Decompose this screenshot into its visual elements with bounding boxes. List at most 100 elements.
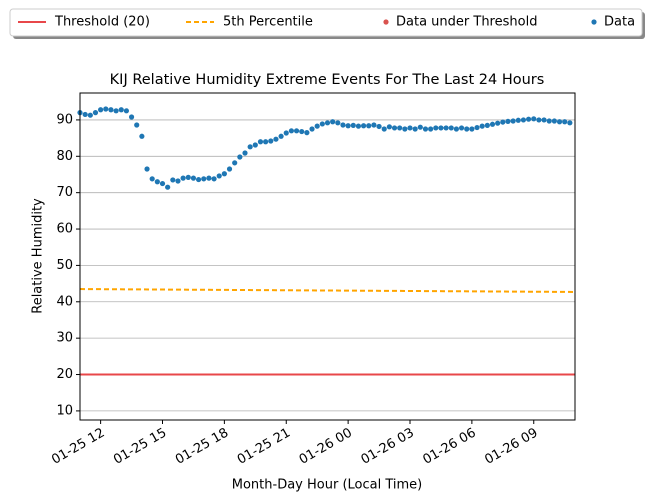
data-point	[263, 139, 269, 145]
data-point	[206, 175, 212, 181]
x-tick-label: 01-26 06	[421, 426, 479, 468]
data-point	[273, 136, 279, 142]
data-point	[232, 160, 238, 166]
data-point	[510, 118, 516, 124]
x-tick-label: 01-25 12	[49, 426, 107, 468]
data-point	[531, 116, 537, 122]
data-point	[386, 124, 392, 130]
y-tick-label: 50	[56, 258, 73, 273]
x-tick-label: 01-25 21	[235, 426, 293, 468]
data-point	[438, 125, 444, 131]
data-point	[474, 124, 480, 131]
data-point	[495, 120, 501, 126]
data-point	[515, 117, 521, 123]
legend-label: Data under Threshold	[396, 15, 537, 30]
data-point	[87, 112, 93, 118]
data-point	[128, 114, 135, 120]
data-point	[278, 133, 284, 139]
data-point	[92, 110, 99, 116]
data-point	[195, 176, 202, 183]
data-point	[371, 122, 377, 128]
data-point	[134, 122, 140, 128]
data-point	[242, 150, 248, 156]
data-point	[247, 144, 253, 150]
data-point	[180, 175, 186, 181]
legend-label: Data	[604, 15, 635, 30]
y-tick-label: 30	[56, 331, 73, 346]
data-point	[448, 125, 454, 131]
x-tick-label: 01-25 18	[173, 426, 231, 468]
data-point	[412, 126, 418, 132]
data-point	[505, 118, 511, 124]
data-point	[500, 119, 506, 125]
plot-frame	[79, 92, 576, 421]
data-point	[211, 176, 217, 182]
data-point	[422, 126, 429, 132]
x-tick-label: 01-26 03	[359, 426, 417, 468]
data-point	[407, 125, 413, 131]
data-point	[221, 171, 227, 177]
data-point	[314, 123, 320, 129]
y-tick-label: 10	[56, 403, 73, 418]
data-point	[428, 126, 434, 132]
data-point	[237, 154, 243, 160]
y-tick-label: 20	[56, 367, 73, 382]
data-point	[484, 122, 490, 128]
chart-title: KIJ Relative Humidity Extreme Events For…	[110, 72, 545, 88]
x-tick-label: 01-26 00	[297, 426, 355, 468]
data-point	[123, 108, 130, 114]
data-point	[355, 123, 362, 129]
legend-marker	[383, 19, 389, 25]
data-point	[489, 121, 496, 127]
data-point	[546, 118, 552, 124]
data-point	[98, 107, 104, 113]
data-point	[113, 108, 119, 114]
data-point	[154, 179, 160, 185]
data-point	[350, 122, 356, 128]
data-point	[190, 175, 197, 181]
data-point	[469, 126, 475, 132]
data-point	[366, 123, 372, 129]
data-point	[464, 126, 470, 132]
data-point	[556, 119, 563, 125]
y-tick-label: 80	[56, 149, 73, 164]
data-point	[201, 176, 207, 182]
data-point	[417, 124, 423, 130]
data-point	[397, 125, 403, 131]
data-point	[257, 139, 264, 145]
x-tick-label: 01-25 15	[111, 426, 169, 468]
data-point	[159, 180, 166, 187]
data-point	[268, 138, 274, 144]
series-line	[79, 288, 576, 293]
legend-label: 5th Percentile	[223, 15, 313, 30]
legend-box	[9, 8, 643, 37]
data-point	[525, 116, 532, 122]
y-tick-label: 40	[56, 294, 73, 309]
data-point	[335, 120, 341, 126]
data-point	[433, 125, 439, 131]
data-point	[175, 178, 181, 184]
data-point	[139, 133, 145, 139]
data-point	[562, 119, 568, 125]
data-point	[520, 117, 527, 123]
data-point	[226, 166, 233, 172]
data-point	[381, 126, 387, 132]
data-point	[567, 120, 573, 126]
y-tick-label: 70	[56, 185, 73, 200]
plot-area	[77, 106, 576, 376]
data-point	[376, 123, 382, 130]
legend-marker	[591, 19, 597, 25]
data-point	[252, 142, 258, 148]
data-point	[330, 119, 336, 125]
data-point	[360, 123, 367, 129]
data-point	[345, 123, 351, 129]
data-point	[118, 107, 124, 113]
data-point	[216, 173, 222, 179]
data-point	[541, 117, 547, 123]
data-point	[283, 130, 289, 136]
data-point	[340, 122, 346, 128]
y-tick-label: 90	[56, 112, 73, 127]
x-axis-label: Month-Day Hour (Local Time)	[232, 478, 422, 493]
data-point	[402, 126, 408, 132]
